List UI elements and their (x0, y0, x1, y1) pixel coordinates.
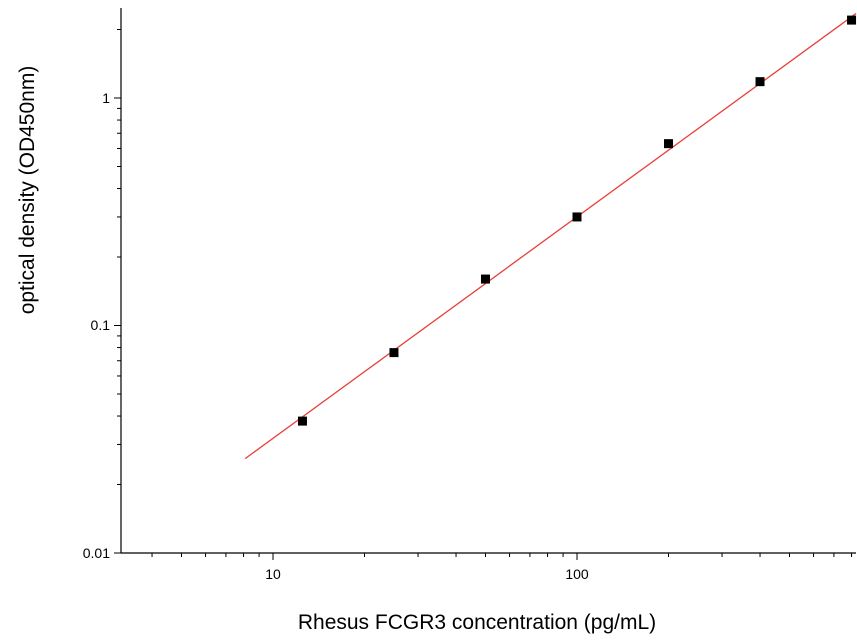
data-point-2 (389, 348, 399, 358)
x-tick-label-100: 100 (565, 566, 589, 582)
data-point-5 (664, 139, 674, 149)
data-points (297, 15, 857, 426)
fit-line (244, 13, 857, 460)
y-tick-label-1: 1 (102, 90, 110, 106)
x-axis-title: Rhesus FCGR3 concentration (pg/mL) (298, 611, 656, 634)
x-ticks (151, 553, 853, 560)
data-point-6 (755, 77, 765, 87)
y-axis-title: optical density (OD450nm) (16, 66, 39, 315)
data-point-4 (572, 212, 582, 222)
data-point-3 (480, 274, 490, 284)
y-ticks (114, 29, 121, 554)
data-point-1 (297, 416, 307, 426)
y-tick-label-0-01: 0.01 (83, 545, 110, 561)
x-tick-label-10: 10 (265, 566, 281, 582)
data-point-7 (847, 15, 857, 25)
y-tick-label-0-1: 0.1 (91, 317, 111, 333)
